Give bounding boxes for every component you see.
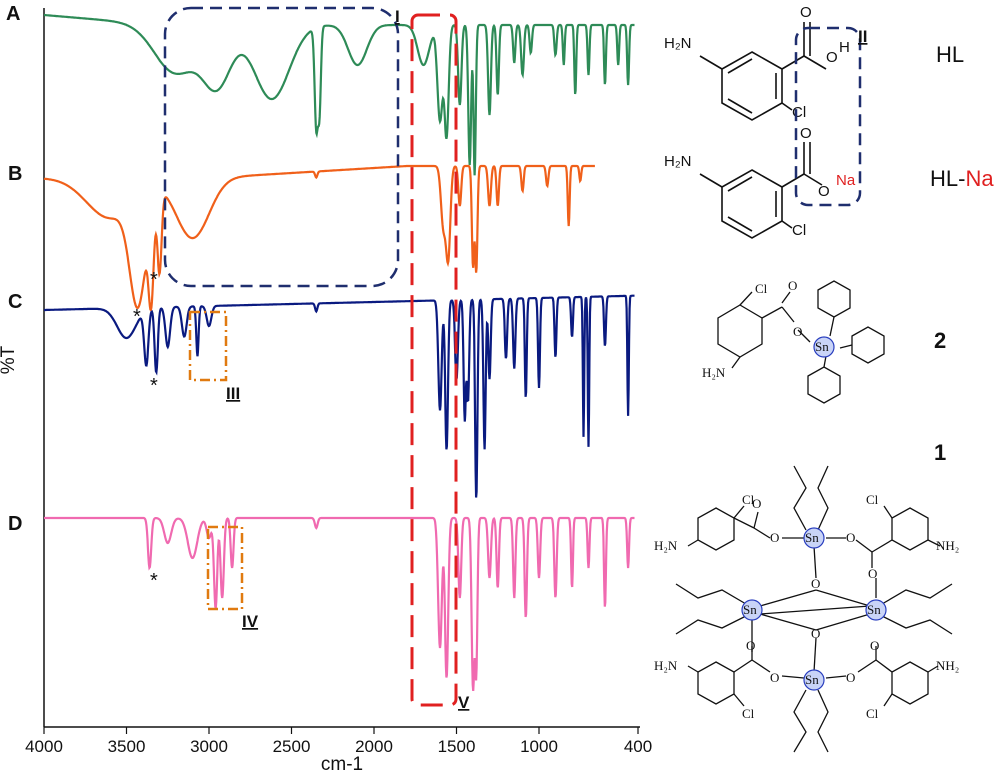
atom-label: H₂N xyxy=(664,35,692,52)
atom-label: Sn xyxy=(743,602,757,617)
atom-label: O xyxy=(868,566,877,581)
compound-label-hl: HL xyxy=(936,42,964,67)
atom-label: O xyxy=(846,670,855,685)
atom-label: O xyxy=(800,4,812,21)
atom-label: H xyxy=(839,39,850,56)
region-box-ii xyxy=(794,26,862,207)
x-tick-label: 3500 xyxy=(108,737,146,756)
sn-atom-highlight xyxy=(803,527,825,549)
region-box-i xyxy=(163,6,400,288)
series-line-d xyxy=(44,516,635,691)
atom-label: O xyxy=(752,496,761,511)
x-tick-label: 2000 xyxy=(355,737,393,756)
x-tick-label: 4000 xyxy=(25,737,63,756)
atom-label-na: Na xyxy=(836,172,856,189)
atom-label: Cl xyxy=(792,104,806,121)
structure-hl xyxy=(699,22,827,121)
atom-label: Sn xyxy=(805,530,819,545)
region-label-ii: II xyxy=(858,27,867,46)
atom-label: H₂N xyxy=(702,365,726,380)
x-tick-label: 400 xyxy=(624,737,652,756)
atom-label: O xyxy=(811,626,820,641)
sn-atom-highlight xyxy=(741,599,763,621)
atom-label: O xyxy=(870,638,879,653)
region-box-iii xyxy=(188,310,228,382)
region-box-v xyxy=(410,13,458,707)
y-axis-label: %T xyxy=(0,345,19,374)
atom-label: O xyxy=(800,125,812,142)
atom-label: NH₂ xyxy=(936,658,959,673)
atom-label: Cl xyxy=(755,281,768,296)
atom-label: O xyxy=(788,278,797,293)
panel-label-d: D xyxy=(8,513,22,535)
panel-label-b: B xyxy=(8,163,22,185)
region-label-iv: IV xyxy=(242,612,259,631)
compound-label-1: 1 xyxy=(934,440,946,465)
atom-label: O xyxy=(818,183,830,200)
atom-label: Cl xyxy=(742,706,755,721)
x-tick-label: 1500 xyxy=(438,737,476,756)
atom-label: Sn xyxy=(867,602,881,617)
sn-atom-highlight xyxy=(813,336,835,358)
atom-label: Cl xyxy=(742,492,755,507)
region-label-iii: III xyxy=(226,384,240,403)
atom-label: O xyxy=(770,530,779,545)
atom-label: H₂N xyxy=(654,538,678,553)
x-tick-label: 2500 xyxy=(273,737,311,756)
structure-hl-na xyxy=(699,142,823,239)
atom-label: O xyxy=(770,670,779,685)
atom-label: O xyxy=(846,530,855,545)
sn-atom-highlight xyxy=(803,669,825,691)
sn-atom-highlight xyxy=(865,599,887,621)
atom-label: O xyxy=(811,576,820,591)
atom-label: H₂N xyxy=(654,658,678,673)
series-line-c xyxy=(44,294,635,498)
series-line-b xyxy=(43,164,595,313)
atom-label: O xyxy=(826,49,838,66)
structure-compound-1 xyxy=(675,465,953,753)
x-tick-label: 1000 xyxy=(520,737,558,756)
asterisk-annotation: * xyxy=(150,570,158,592)
panel-label-a: A xyxy=(6,3,20,25)
atom-label: Sn xyxy=(805,672,819,687)
region-box-iv xyxy=(206,525,244,611)
compound-label-2: 2 xyxy=(934,328,946,353)
x-ticks: 4000 3500 3000 2500 2000 1500 1000 400 xyxy=(25,727,652,756)
x-axis-label: cm-1 xyxy=(321,754,363,775)
atom-label: NH₂ xyxy=(936,538,959,553)
asterisk-annotation: * xyxy=(150,375,158,397)
structure-compound-2 xyxy=(717,280,885,404)
series-line-a xyxy=(44,13,635,176)
region-label-i: I xyxy=(395,7,400,26)
atom-label: O xyxy=(746,638,755,653)
atom-label: Sn xyxy=(815,339,829,354)
atom-label: Cl xyxy=(866,706,879,721)
atom-label: Cl xyxy=(792,222,806,239)
atom-label: Cl xyxy=(866,492,879,507)
atom-label: H₂N xyxy=(664,153,692,170)
region-label-v: V xyxy=(458,693,470,712)
asterisk-annotation: * xyxy=(133,306,141,328)
compound-label-hl-na: HL-Na xyxy=(930,166,994,191)
panel-label-c: C xyxy=(8,291,22,313)
asterisk-annotation: * xyxy=(150,269,158,291)
x-tick-label: 3000 xyxy=(190,737,228,756)
atom-label: O xyxy=(793,324,802,339)
